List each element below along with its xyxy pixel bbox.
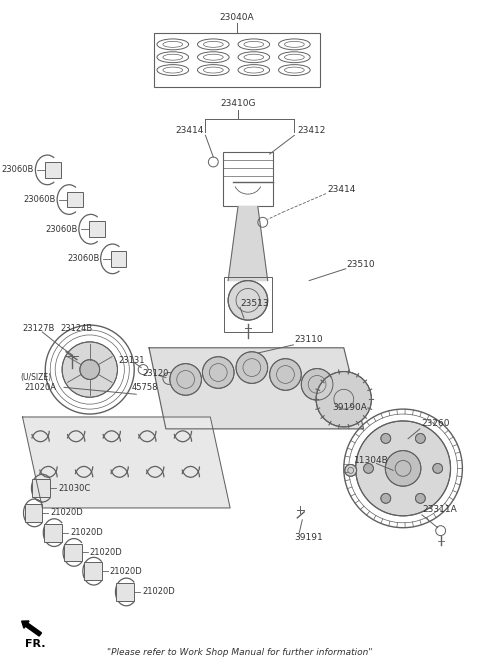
Bar: [45, 162, 61, 178]
Text: 21020D: 21020D: [90, 548, 122, 557]
Circle shape: [170, 363, 202, 395]
Polygon shape: [228, 206, 268, 280]
Circle shape: [356, 421, 451, 516]
Circle shape: [433, 463, 443, 473]
Circle shape: [381, 434, 391, 444]
Text: 23260: 23260: [421, 420, 449, 428]
Circle shape: [301, 369, 333, 400]
Text: FR.: FR.: [24, 639, 45, 649]
Text: 21020D: 21020D: [50, 509, 83, 517]
Text: 23060B: 23060B: [24, 195, 56, 204]
Text: 23110: 23110: [294, 335, 323, 344]
Bar: [89, 221, 105, 237]
Text: 23414: 23414: [327, 185, 355, 194]
Text: 23410G: 23410G: [220, 99, 256, 108]
Bar: [84, 562, 102, 580]
Text: 21020D: 21020D: [142, 587, 175, 597]
Text: 23412: 23412: [297, 126, 326, 135]
Text: 23120: 23120: [142, 369, 168, 378]
Text: (U/SIZE): (U/SIZE): [21, 373, 52, 382]
Text: 39191: 39191: [294, 533, 323, 542]
FancyArrow shape: [22, 621, 41, 636]
Circle shape: [345, 465, 357, 476]
Text: 39190A: 39190A: [332, 402, 367, 412]
Polygon shape: [149, 348, 363, 429]
Text: 23414: 23414: [176, 126, 204, 135]
Text: 23510: 23510: [347, 261, 375, 269]
Circle shape: [203, 357, 234, 389]
Text: 23060B: 23060B: [2, 165, 34, 174]
Circle shape: [270, 359, 301, 391]
Text: 23060B: 23060B: [67, 255, 99, 263]
Bar: [64, 544, 82, 562]
Text: 23060B: 23060B: [45, 225, 78, 233]
Circle shape: [416, 434, 425, 444]
Text: 23040A: 23040A: [220, 13, 254, 22]
Bar: [67, 192, 83, 208]
Bar: [33, 479, 50, 497]
Bar: [44, 524, 62, 542]
Bar: [117, 583, 134, 601]
Bar: [24, 504, 42, 522]
Text: 23513: 23513: [240, 299, 269, 308]
Bar: [223, 152, 273, 206]
Circle shape: [228, 280, 268, 320]
Polygon shape: [23, 417, 230, 508]
Bar: [154, 32, 320, 87]
Text: 21020D: 21020D: [70, 528, 103, 537]
Circle shape: [62, 342, 118, 397]
Text: 45758: 45758: [131, 383, 158, 392]
Text: 23124B: 23124B: [60, 324, 92, 333]
Text: 23131: 23131: [119, 356, 145, 365]
Text: "Please refer to Work Shop Manual for further information": "Please refer to Work Shop Manual for fu…: [107, 648, 373, 657]
Circle shape: [363, 463, 373, 473]
Text: 21020A: 21020A: [24, 383, 57, 392]
Circle shape: [381, 493, 391, 503]
Circle shape: [416, 493, 425, 503]
Text: 21020D: 21020D: [109, 567, 142, 575]
Bar: [224, 276, 272, 332]
Text: 23311A: 23311A: [423, 505, 457, 514]
Circle shape: [316, 371, 372, 427]
Circle shape: [236, 352, 268, 383]
Text: 23127B: 23127B: [23, 324, 55, 333]
Bar: [110, 251, 126, 267]
Text: 21030C: 21030C: [58, 484, 90, 493]
Circle shape: [385, 451, 421, 486]
Circle shape: [80, 359, 100, 379]
Text: 11304B: 11304B: [354, 456, 388, 465]
